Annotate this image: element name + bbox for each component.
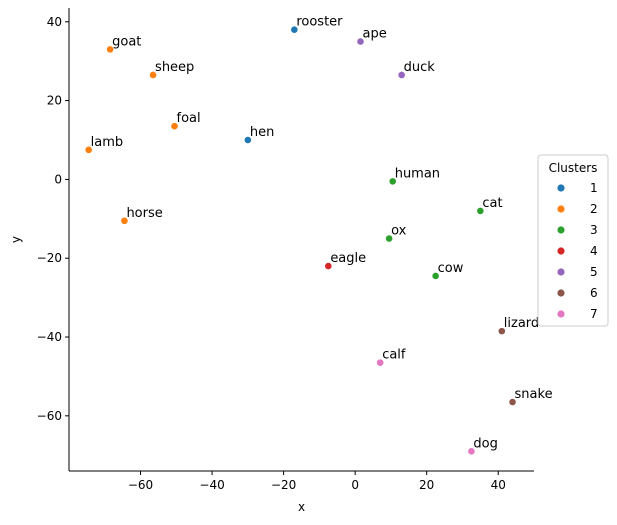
- point-label: lizard: [504, 316, 539, 331]
- point-label: ox: [391, 224, 407, 239]
- legend-label: 3: [590, 223, 598, 237]
- scatter-point: [170, 122, 179, 131]
- legend-entries: 1 2 3 4 5 6 7: [557, 181, 598, 321]
- legend-label: 2: [590, 202, 598, 216]
- legend-marker: [557, 268, 565, 276]
- scatter-point: [149, 71, 157, 79]
- scatter-point: [476, 207, 485, 215]
- x-tick-label: −40: [199, 478, 224, 492]
- legend-marker: [557, 247, 565, 255]
- point-label: snake: [515, 387, 553, 402]
- legend-marker: [557, 184, 565, 192]
- point-label: cat: [482, 196, 502, 211]
- point-label: foal: [177, 111, 201, 126]
- scatter-point: [290, 25, 299, 34]
- point-label: calf: [382, 348, 406, 363]
- y-tick-label: 40: [47, 15, 62, 29]
- legend-title: Clusters: [549, 161, 598, 175]
- plot-area: rooster hen goat sheep foal lamb horse human cat…: [84, 15, 553, 456]
- y-ticks: −60 −40 −20 0 20 40: [37, 15, 69, 423]
- legend-label: 4: [590, 244, 598, 258]
- point-label: ape: [363, 26, 387, 41]
- scatter-point: [467, 447, 476, 456]
- scatter-point: [356, 37, 365, 46]
- x-tick-label: −60: [128, 478, 153, 492]
- x-ticks: −60 −40 −20 0 20 40: [128, 471, 506, 492]
- legend-marker: [557, 205, 565, 213]
- point-label: horse: [126, 206, 162, 221]
- point-label: dog: [473, 436, 497, 451]
- scatter-point: [397, 71, 406, 79]
- x-tick-label: 40: [491, 478, 506, 492]
- scatter-point: [431, 272, 440, 280]
- scatter-point: [508, 398, 517, 406]
- x-tick-label: −20: [271, 478, 296, 492]
- point-label: sheep: [155, 60, 194, 75]
- legend-label: 1: [590, 181, 598, 195]
- scatter-point: [120, 216, 129, 225]
- scatter-point: [376, 358, 385, 367]
- legend: Clusters 1 2 3 4 5 6 7: [537, 154, 609, 327]
- legend-label: 5: [590, 265, 598, 279]
- legend-marker: [557, 310, 565, 318]
- scatter-point: [324, 262, 333, 270]
- legend-marker: [557, 289, 565, 297]
- point-label: lamb: [91, 135, 124, 150]
- y-tick-label: −40: [37, 330, 62, 344]
- scatter-point: [385, 234, 394, 243]
- y-tick-label: −20: [37, 251, 62, 265]
- x-tick-label: 20: [419, 478, 434, 492]
- x-tick-label: 0: [351, 478, 359, 492]
- point-label: eagle: [330, 251, 366, 266]
- scatter-point: [106, 45, 115, 54]
- point-label: goat: [112, 34, 141, 49]
- scatter-point: [243, 136, 252, 144]
- x-axis-label: x: [298, 500, 305, 514]
- y-axis-label: y: [9, 236, 23, 243]
- y-tick-label: 20: [47, 94, 62, 108]
- legend-marker: [557, 226, 565, 234]
- legend-label: 6: [590, 286, 598, 300]
- legend-label: 7: [590, 307, 598, 321]
- legend-box: [537, 154, 609, 327]
- scatter-point: [497, 327, 506, 336]
- point-label: human: [395, 166, 440, 181]
- scatter-point: [388, 177, 397, 186]
- point-label: cow: [438, 261, 464, 276]
- y-tick-label: 0: [54, 172, 62, 186]
- scatter-point: [84, 145, 93, 154]
- y-tick-label: −60: [37, 409, 62, 423]
- point-label: rooster: [296, 15, 343, 30]
- axes: −60 −40 −20 0 20 40 −60 −40 −20 0 20 40 x y: [9, 8, 534, 514]
- point-label: hen: [250, 125, 274, 140]
- point-label: duck: [404, 60, 436, 75]
